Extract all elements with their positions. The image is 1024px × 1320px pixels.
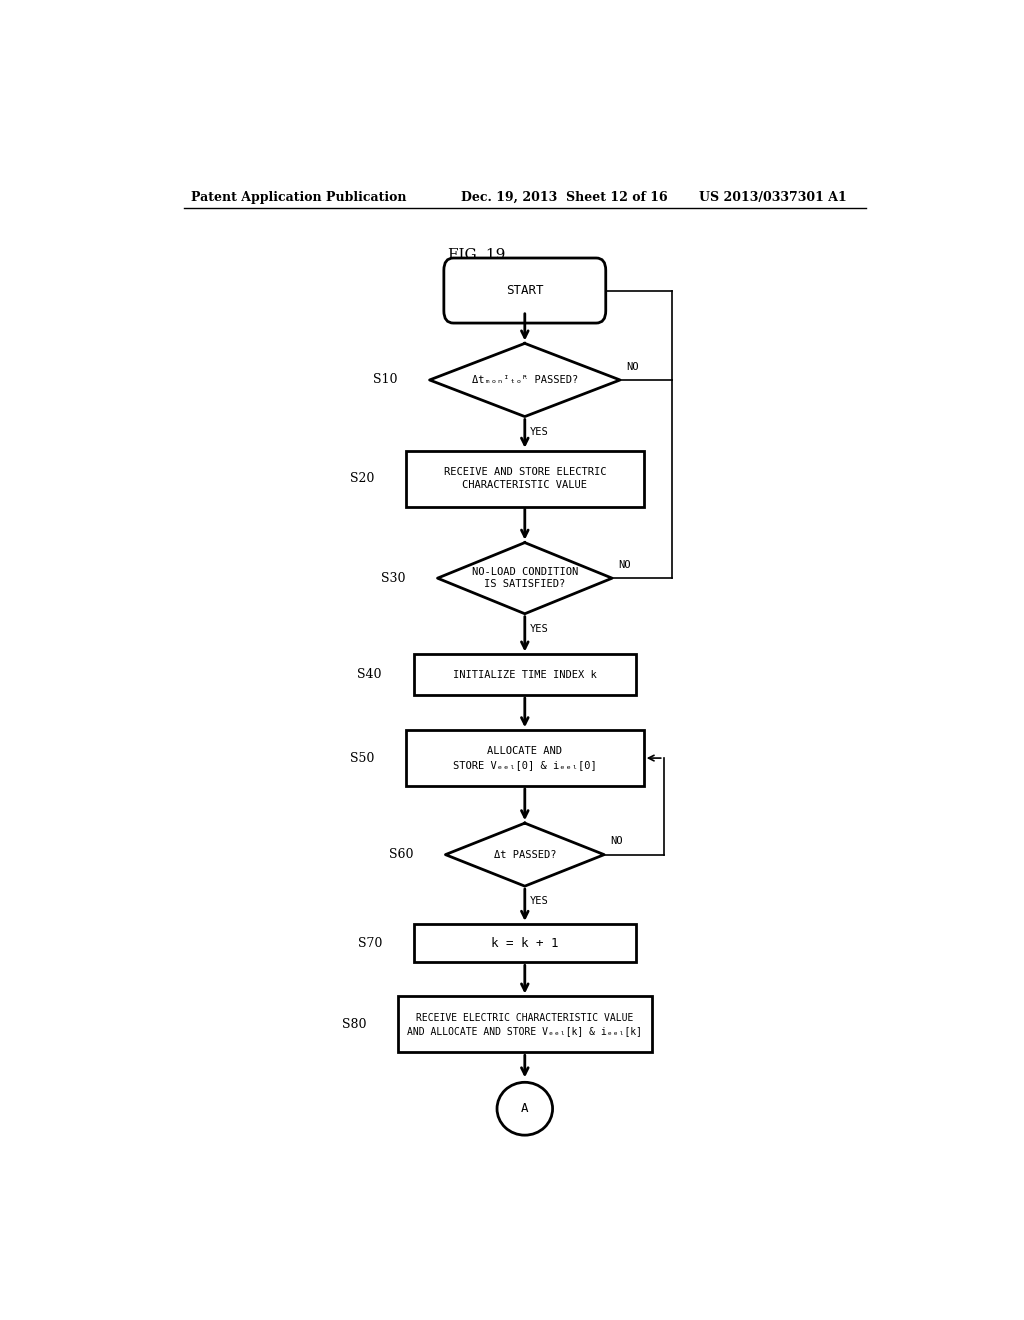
Text: START: START [506, 284, 544, 297]
Text: S40: S40 [357, 668, 382, 681]
Bar [414, 655, 636, 696]
Text: FIG. 19: FIG. 19 [449, 248, 506, 261]
Bar [406, 450, 644, 507]
Text: NO: NO [627, 362, 639, 372]
Text: Δtₘₒₙᴵₜₒᴿ PASSED?: Δtₘₒₙᴵₜₒᴿ PASSED? [472, 375, 578, 385]
Text: A: A [521, 1102, 528, 1115]
Text: Dec. 19, 2013  Sheet 12 of 16: Dec. 19, 2013 Sheet 12 of 16 [461, 190, 668, 203]
Text: RECEIVE AND STORE ELECTRIC
CHARACTERISTIC VALUE: RECEIVE AND STORE ELECTRIC CHARACTERISTI… [443, 467, 606, 490]
Text: ALLOCATE AND
STORE Vₑₑₗ[0] & iₑₑₗ[0]: ALLOCATE AND STORE Vₑₑₗ[0] & iₑₑₗ[0] [453, 747, 597, 770]
Polygon shape [430, 343, 620, 417]
Polygon shape [437, 543, 612, 614]
Polygon shape [445, 824, 604, 886]
Text: NO: NO [610, 837, 623, 846]
Text: YES: YES [529, 896, 549, 907]
Text: S50: S50 [349, 751, 374, 764]
Text: NO: NO [618, 560, 631, 570]
Bar [414, 924, 636, 962]
Bar [406, 730, 644, 785]
Bar [397, 997, 651, 1052]
Text: S20: S20 [349, 473, 374, 484]
Text: S80: S80 [342, 1018, 367, 1031]
Text: YES: YES [529, 426, 549, 437]
Text: YES: YES [529, 624, 549, 634]
Ellipse shape [497, 1082, 553, 1135]
Text: US 2013/0337301 A1: US 2013/0337301 A1 [699, 190, 847, 203]
Text: k = k + 1: k = k + 1 [492, 937, 558, 949]
FancyBboxPatch shape [443, 257, 606, 323]
Text: Patent Application Publication: Patent Application Publication [191, 190, 407, 203]
Text: S60: S60 [389, 849, 414, 861]
Text: INITIALIZE TIME INDEX k: INITIALIZE TIME INDEX k [453, 669, 597, 680]
Text: RECEIVE ELECTRIC CHARACTERISTIC VALUE
AND ALLOCATE AND STORE Vₑₑₗ[k] & iₑₑₗ[k]: RECEIVE ELECTRIC CHARACTERISTIC VALUE AN… [408, 1012, 642, 1036]
Text: Δt PASSED?: Δt PASSED? [494, 850, 556, 859]
Text: S10: S10 [374, 374, 397, 387]
Text: S70: S70 [357, 937, 382, 949]
Text: NO-LOAD CONDITION
IS SATISFIED?: NO-LOAD CONDITION IS SATISFIED? [472, 568, 578, 589]
Text: S30: S30 [381, 572, 406, 585]
